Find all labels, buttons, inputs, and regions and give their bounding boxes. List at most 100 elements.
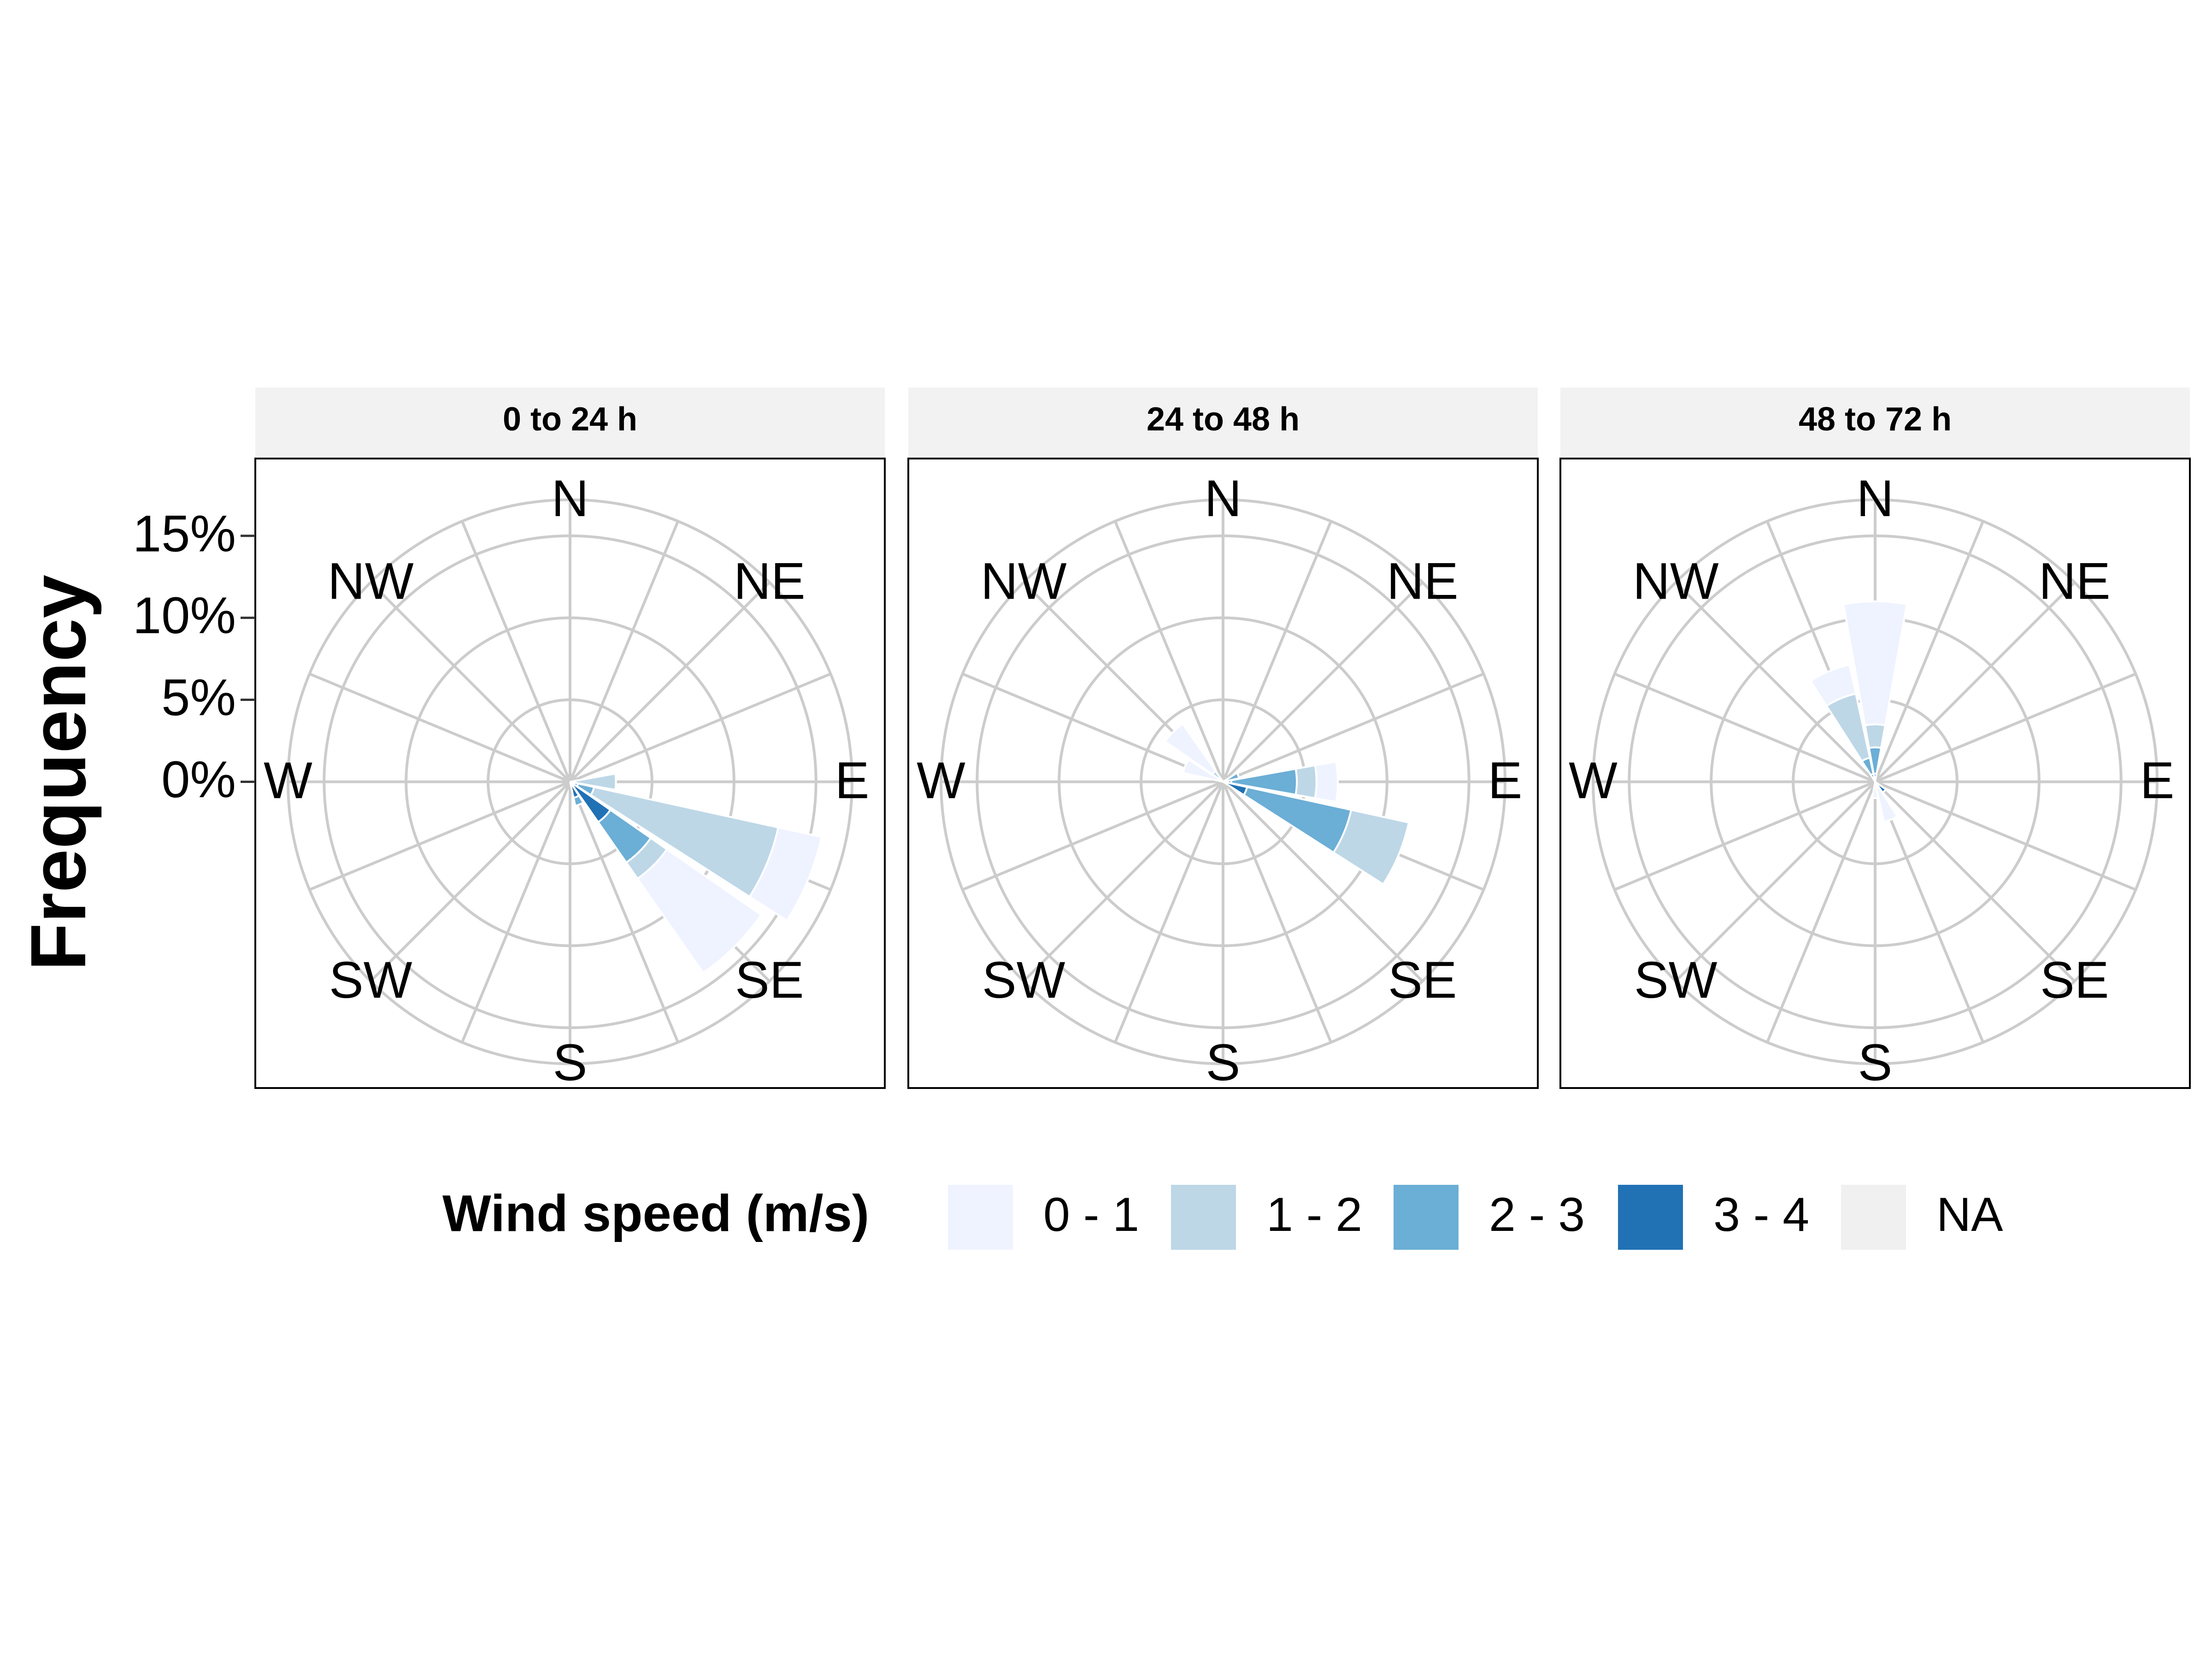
direction-label: SE [2040, 951, 2109, 1009]
direction-label: NE [1387, 552, 1459, 610]
direction-label: N [552, 470, 589, 527]
bar-segment [748, 826, 823, 922]
direction-label: S [1206, 1034, 1241, 1091]
direction-label: NE [2039, 552, 2111, 610]
grid-circle [323, 534, 818, 1030]
direction-label: N [1205, 470, 1242, 527]
spoke [962, 672, 1224, 783]
legend-key [1171, 1185, 1236, 1250]
legend-label: NA [1936, 1188, 2003, 1241]
y-axis-title: Frequency [15, 575, 102, 971]
legend-key [948, 1185, 1013, 1250]
spoke [1222, 520, 1332, 782]
spoke [569, 781, 679, 1043]
panel-title: 0 to 24 h [503, 401, 637, 438]
legend-title: Wind speed (m/s) [442, 1185, 869, 1242]
spoke [569, 672, 831, 783]
direction-label: S [553, 1034, 588, 1091]
spoke [1114, 781, 1224, 1043]
spoke [1222, 781, 1332, 1043]
spoke [370, 781, 571, 982]
bar-segment [575, 801, 584, 807]
legend-label: 2 - 3 [1489, 1188, 1585, 1241]
grid-circle [1058, 616, 1388, 947]
y-tick-label: 0% [161, 751, 236, 808]
bar-segment [1294, 764, 1318, 800]
direction-label: SE [1388, 951, 1457, 1009]
plot-area [940, 498, 1506, 1065]
bar-segment [1864, 723, 1887, 749]
spoke [1874, 781, 2076, 982]
spoke [1675, 581, 1877, 783]
spoke [1614, 780, 1876, 891]
grid-circle [487, 698, 653, 865]
spoke [1766, 781, 1877, 1043]
plot-area [287, 498, 853, 1065]
spoke [569, 520, 679, 782]
direction-label: SE [735, 951, 804, 1009]
spoke [1675, 781, 1877, 982]
spoke [309, 672, 571, 783]
direction-label: SW [329, 951, 412, 1009]
direction-label: NE [734, 552, 806, 610]
strip [908, 388, 1538, 456]
direction-label: E [2140, 752, 2175, 809]
spoke [1874, 780, 2136, 891]
legend-key [1394, 1185, 1459, 1250]
spoke [1614, 672, 1876, 783]
spoke [370, 581, 571, 783]
y-tick-label: 10% [133, 587, 236, 644]
panel-title: 24 to 48 h [1147, 401, 1300, 438]
plot-area [1592, 498, 2159, 1065]
spoke [1874, 672, 2136, 783]
y-tick-label: 5% [161, 669, 236, 726]
spoke [1114, 520, 1224, 782]
spoke [1874, 781, 1984, 1043]
direction-label: E [835, 752, 870, 809]
legend-label: 1 - 2 [1266, 1188, 1362, 1241]
direction-label: N [1857, 470, 1894, 527]
bar-segment [1182, 758, 1224, 783]
direction-label: NW [1633, 552, 1719, 610]
bar-segment [1809, 664, 1857, 707]
bar-segment [636, 848, 763, 974]
strip [1560, 388, 2190, 456]
direction-label: SW [982, 951, 1065, 1009]
legend-key [1618, 1185, 1683, 1250]
bar-segment [1871, 782, 1879, 800]
direction-label: SW [1634, 951, 1718, 1009]
bar-segment [1164, 723, 1217, 776]
spoke [309, 780, 571, 891]
direction-label: NW [981, 552, 1067, 610]
direction-label: NW [328, 552, 414, 610]
grid-circle [976, 534, 1471, 1030]
spoke [1222, 672, 1484, 783]
bar-segment [1842, 600, 1908, 727]
bar-segment [1314, 760, 1339, 803]
direction-label: S [1858, 1034, 1893, 1091]
legend-key [1841, 1185, 1906, 1250]
legend-label: 0 - 1 [1043, 1188, 1139, 1241]
spoke [1222, 781, 1424, 982]
spoke [1874, 520, 1984, 782]
outer-ring [1592, 498, 2159, 1065]
bar-segment [1874, 781, 1899, 823]
spoke [569, 581, 771, 783]
strip [255, 388, 885, 456]
panel-title: 48 to 72 h [1799, 401, 1952, 438]
bar-segment [614, 773, 617, 790]
spoke [962, 780, 1224, 891]
direction-label: W [917, 752, 965, 809]
spoke [1222, 581, 1424, 783]
legend-label: 3 - 4 [1713, 1188, 1809, 1241]
spoke [1874, 581, 2076, 783]
direction-label: W [1569, 752, 1618, 809]
direction-label: E [1488, 752, 1523, 809]
spoke [461, 781, 571, 1043]
spoke [1023, 781, 1224, 982]
outer-ring [940, 498, 1506, 1065]
spoke [461, 520, 571, 782]
y-tick-label: 15% [133, 505, 236, 562]
